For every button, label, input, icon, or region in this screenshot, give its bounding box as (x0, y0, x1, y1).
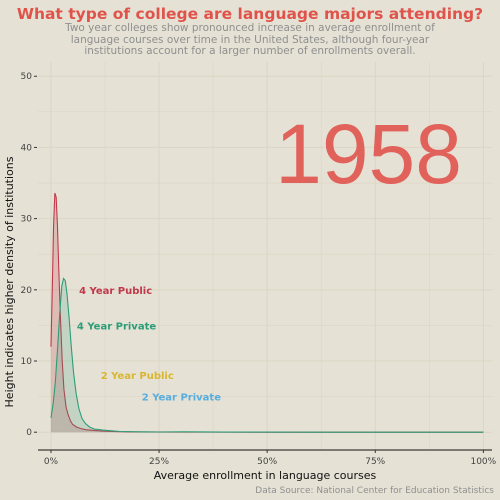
x-tick-label: 0% (44, 457, 59, 467)
data-source-caption: Data Source: National Center for Educati… (255, 486, 494, 496)
year-label: 1958 (275, 107, 462, 201)
y-axis-title: Height indicates higher density of insti… (3, 156, 16, 407)
series-label-0: 4 Year Public (79, 286, 152, 297)
series-labels: 4 Year Public 4 Year Private 2 Year Public… (77, 286, 221, 404)
y-tick-label: 10 (21, 357, 33, 367)
series-label-1: 4 Year Private (77, 321, 156, 332)
y-tick-label: 50 (21, 72, 33, 82)
x-axis-title: Average enrollment in language courses (154, 469, 377, 482)
y-tick-label: 40 (21, 143, 33, 153)
y-tick-label: 20 (21, 286, 33, 296)
series-label-2: 2 Year Public (101, 371, 174, 382)
x-tick-label: 100% (470, 457, 496, 467)
x-tick-label: 75% (365, 457, 385, 467)
y-tick-label: 0 (26, 428, 32, 438)
series-label-3: 2 Year Private (142, 393, 221, 404)
y-tick-label: 30 (21, 215, 33, 225)
x-tick-label: 25% (149, 457, 169, 467)
x-tick-label: 50% (257, 457, 277, 467)
